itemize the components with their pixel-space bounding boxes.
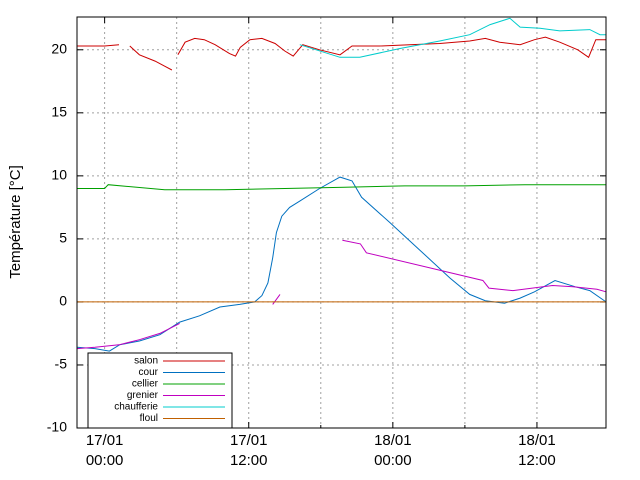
series-line <box>77 36 606 71</box>
x-tick-label: 18/01 00:00 <box>374 432 412 469</box>
y-tick-label: 10 <box>51 167 67 183</box>
legend-label: chaufferie <box>114 402 158 413</box>
legend-label: cellier <box>132 379 159 390</box>
series-line <box>76 176 607 352</box>
y-tick-label: -10 <box>47 419 67 435</box>
legend-label: salon <box>134 356 158 367</box>
series-line <box>299 17 606 58</box>
series-line <box>76 239 607 350</box>
x-tick-label: 17/01 12:00 <box>230 432 268 469</box>
y-tick-label: -5 <box>55 356 68 372</box>
legend-box <box>87 352 233 429</box>
y-axis-label: Température [°C] <box>7 165 24 279</box>
y-tick-label: 15 <box>51 104 67 120</box>
y-tick-label: 0 <box>59 293 67 309</box>
legend-label: grenier <box>127 390 159 401</box>
x-tick-label: 17/01 00:00 <box>86 432 124 469</box>
x-tick-label: 18/01 12:00 <box>518 432 556 469</box>
legend-label: floul <box>140 413 158 424</box>
y-tick-label: 5 <box>59 230 67 246</box>
plot-border <box>76 16 607 429</box>
y-tick-label: 20 <box>51 40 67 56</box>
legend-label: cour <box>139 367 159 378</box>
series-line <box>77 184 606 191</box>
